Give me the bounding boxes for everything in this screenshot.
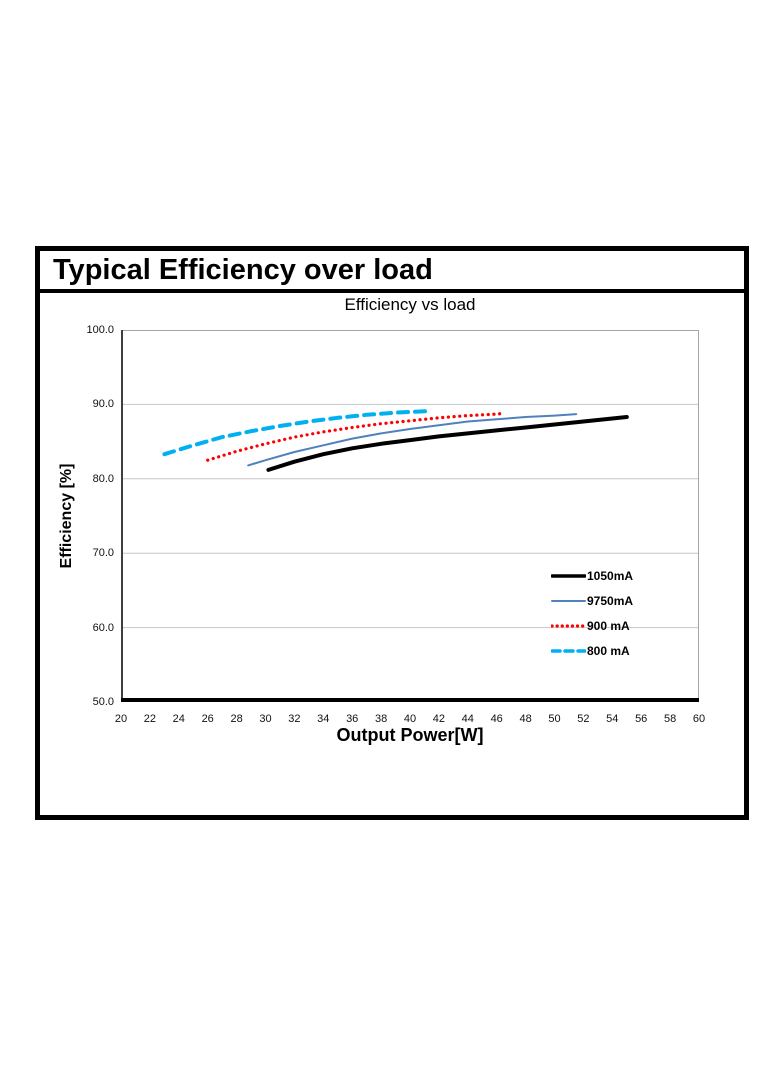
y-tick-label: 90.0 <box>92 398 114 411</box>
x-tick-label: 38 <box>374 713 388 725</box>
y-tick-label: 100.0 <box>86 324 114 336</box>
x-tick-label: 40 <box>403 713 417 725</box>
x-tick-label: 52 <box>577 713 590 725</box>
y-tick-label: 50.0 <box>92 696 114 708</box>
legend-line-sample <box>551 599 586 602</box>
page-title: Typical Efficiency over load <box>53 253 433 286</box>
x-tick-label: 36 <box>346 713 359 725</box>
legend-line-sample <box>551 623 586 628</box>
legend-entry: 800 mA <box>551 638 697 663</box>
x-axis-title: Output Power[W] <box>336 725 484 745</box>
slide-title-bar: Typical Efficiency over load <box>40 251 744 293</box>
x-tick-label: 32 <box>288 713 301 725</box>
x-tick-label: 48 <box>519 713 532 725</box>
slide-frame: Typical Efficiency over load <box>35 246 749 820</box>
x-tick-label: 46 <box>490 713 503 725</box>
legend-line-sample <box>551 573 586 578</box>
x-tick-label: 34 <box>317 713 330 725</box>
legend-entry: 900 mA <box>551 613 697 638</box>
series-line-1050mA <box>266 415 629 472</box>
legend-entry: 1050mA <box>551 563 697 588</box>
x-tick-label: 26 <box>201 713 214 725</box>
series-line-800mA <box>162 409 431 457</box>
x-tick-label: 50 <box>548 713 561 725</box>
x-tick-label: 56 <box>635 713 648 725</box>
x-tick-label: 58 <box>663 713 677 725</box>
y-tick-label: 70.0 <box>92 547 114 560</box>
x-tick-label: 24 <box>172 713 185 725</box>
x-tick-label: 54 <box>606 713 619 725</box>
legend-label: 800 mA <box>587 643 630 658</box>
x-tick-label: 20 <box>114 713 128 725</box>
series-line-9750mA <box>247 413 578 467</box>
legend-entry: 9750mA <box>551 588 697 613</box>
legend-label: 9750mA <box>587 593 634 608</box>
plot-area <box>121 330 699 702</box>
x-tick-label: 44 <box>461 713 474 725</box>
x-tick-label: 60 <box>692 713 706 725</box>
series-line-900mA <box>206 411 506 462</box>
x-tick-label: 30 <box>259 713 272 725</box>
legend-line-sample <box>551 648 586 653</box>
legend-label: 900 mA <box>587 618 630 633</box>
legend-label: 1050mA <box>587 568 634 583</box>
y-tick-label: 80.0 <box>92 472 114 485</box>
chart-title: Efficiency vs load <box>344 295 476 314</box>
x-tick-label: 42 <box>432 713 446 725</box>
x-tick-label: 28 <box>230 713 243 725</box>
y-tick-label: 60.0 <box>92 621 114 634</box>
x-tick-label: 22 <box>143 713 157 725</box>
chart-legend: 1050mA 9750mA 900 mA 800 mA <box>551 563 697 663</box>
